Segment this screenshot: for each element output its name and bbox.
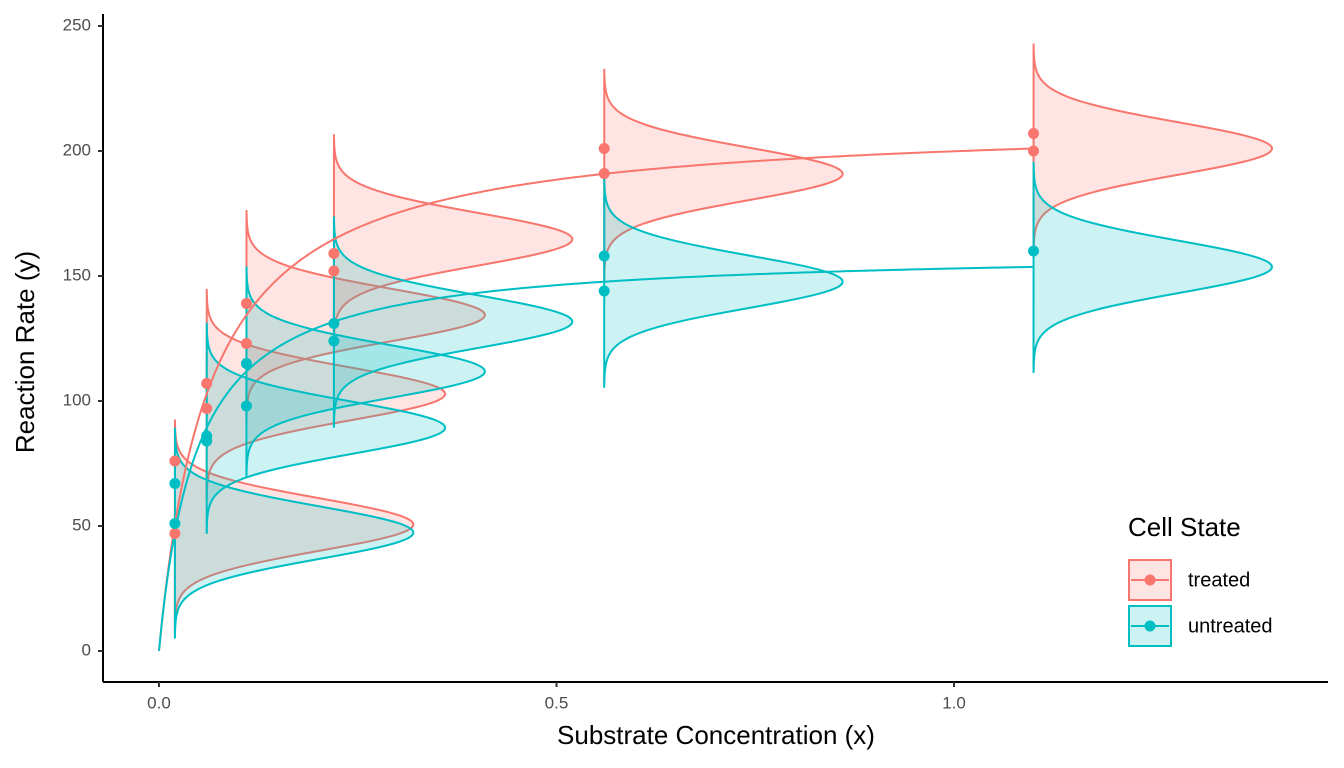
- density: [173, 419, 415, 631]
- y-tick-label: 200: [63, 140, 91, 159]
- point: [1028, 245, 1040, 257]
- point: [598, 143, 610, 154]
- point: [1028, 145, 1040, 157]
- y-tick-label: 0: [82, 640, 91, 659]
- point: [328, 248, 340, 259]
- density: [332, 216, 574, 428]
- density: [173, 427, 415, 639]
- x-tick-label: 0.0: [147, 693, 171, 712]
- point: [328, 265, 340, 277]
- point: [201, 403, 213, 414]
- y-tick-label: 250: [63, 15, 91, 34]
- point: [1028, 128, 1040, 139]
- point: [240, 358, 252, 369]
- point: [169, 518, 181, 529]
- point: [598, 168, 610, 179]
- legend-label: untreated: [1188, 615, 1273, 637]
- point: [240, 298, 252, 309]
- y-tick-label: 50: [72, 515, 91, 534]
- point: [240, 338, 252, 349]
- fit-curve: [157, 265, 1034, 652]
- y-axis-title: Reaction Rate (y): [10, 251, 40, 453]
- density: [1032, 161, 1274, 373]
- x-tick-label: 1.0: [942, 693, 966, 712]
- density: [245, 266, 486, 478]
- point: [201, 378, 213, 389]
- point: [169, 455, 181, 467]
- point: [240, 400, 252, 412]
- point: [169, 528, 181, 539]
- legend-key-point: [1144, 620, 1156, 632]
- density: [245, 210, 486, 422]
- point: [598, 285, 610, 297]
- point: [328, 318, 340, 329]
- point: [598, 250, 610, 262]
- legend-label: treated: [1188, 569, 1250, 591]
- x-tick-label: 0.5: [545, 693, 569, 712]
- density: [603, 176, 844, 388]
- density: [205, 322, 447, 534]
- y-tick-label: 100: [63, 390, 91, 409]
- point: [201, 430, 213, 442]
- density: [332, 134, 574, 346]
- point: [328, 335, 340, 347]
- density: [205, 288, 447, 500]
- density: [603, 68, 844, 280]
- fit-curve: [157, 147, 1034, 652]
- density: [1032, 43, 1274, 255]
- legend-title: Cell State: [1128, 512, 1241, 542]
- point: [169, 478, 181, 489]
- y-tick-label: 150: [63, 265, 91, 284]
- x-axis-title: Substrate Concentration (x): [557, 720, 875, 750]
- legend-key-point: [1144, 574, 1156, 586]
